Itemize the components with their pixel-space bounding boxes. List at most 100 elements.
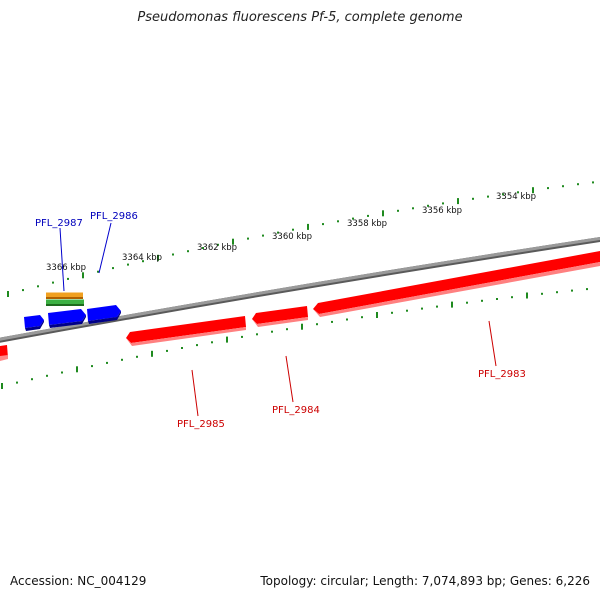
outer-ruler-minor-tick	[22, 289, 24, 292]
inner-ruler-minor-tick	[406, 309, 408, 312]
inner-ruler-major-tick	[151, 350, 153, 357]
gene-pfl-2984[interactable]	[252, 306, 308, 324]
leader-pfl-2985	[191, 369, 199, 417]
gene-pfl-2986[interactable]	[87, 305, 121, 321]
outer-ruler-minor-tick	[502, 193, 504, 196]
outer-ruler-minor-tick	[577, 183, 579, 186]
outer-ruler-minor-tick	[517, 191, 519, 194]
inner-ruler-ticks	[1, 288, 588, 389]
leader-pfl-2986	[98, 222, 112, 274]
inner-ruler-minor-tick	[556, 291, 558, 294]
outer-ruler-minor-tick	[142, 260, 144, 263]
gene-pfl-2983-shade	[313, 262, 600, 317]
gene-pfl-2985-shade	[126, 327, 246, 346]
inner-ruler-major-tick	[1, 383, 3, 389]
gene-pfl-2983[interactable]	[313, 251, 600, 314]
inner-ruler-minor-tick	[331, 320, 333, 323]
inner-ruler-minor-tick	[136, 355, 138, 358]
label-leaders	[59, 222, 497, 417]
inner-ruler-minor-tick	[106, 361, 108, 364]
gene-pfl-2988-shade	[25, 320, 44, 331]
label-pfl-2986[interactable]: PFL_2986	[90, 211, 138, 222]
inner-ruler-minor-tick	[196, 344, 198, 347]
inner-ruler-minor-tick	[181, 347, 183, 349]
inner-ruler-minor-tick	[571, 289, 573, 292]
inner-ruler-minor-tick	[241, 335, 243, 338]
outer-ruler-minor-tick	[442, 202, 444, 205]
outer-ruler-major-tick	[157, 254, 159, 261]
inner-ruler-major-tick	[76, 366, 78, 373]
label-pfl-2983[interactable]: PFL_2983	[478, 369, 526, 380]
outer-ruler-minor-tick	[202, 247, 204, 249]
outer-ruler-minor-tick	[37, 285, 39, 288]
inner-ruler-minor-tick	[511, 296, 513, 299]
inner-ruler-minor-tick	[121, 358, 123, 361]
inner-ruler-major-tick	[376, 312, 378, 318]
accession-text: Accession: NC_004129	[10, 574, 147, 588]
gene-pfl-2989-shade	[0, 355, 8, 361]
outer-ruler-major-tick	[457, 198, 459, 205]
outer-ruler-minor-tick	[427, 204, 429, 207]
inner-ruler-minor-tick	[421, 307, 423, 310]
inner-ruler-major-tick	[526, 292, 528, 299]
outer-ruler-minor-tick	[292, 228, 294, 231]
ruler-label-3360: 3360 kbp	[272, 232, 312, 242]
outer-ruler-minor-tick	[187, 250, 189, 253]
genome-backbone	[0, 237, 600, 341]
outer-ruler-minor-tick	[247, 237, 249, 240]
outer-ruler-minor-tick	[397, 209, 399, 212]
reverse-genes	[0, 251, 600, 361]
gene-pfl-2988[interactable]	[24, 315, 44, 328]
outer-ruler-minor-tick	[352, 217, 354, 220]
outer-ruler-minor-tick	[592, 181, 594, 184]
gene-pfl-2987-shade	[49, 315, 86, 328]
forward-genes	[24, 305, 121, 331]
gene-pfl-2985[interactable]	[126, 316, 246, 343]
outer-ruler-major-tick	[232, 238, 234, 245]
gene-pfl-2986-shade	[88, 311, 121, 324]
ruler-labels: 3366 kbp 3364 kbp 3362 kbp 3360 kbp 3358…	[46, 192, 536, 273]
outer-ruler-minor-tick	[547, 187, 549, 190]
inner-ruler-minor-tick	[166, 349, 168, 352]
ruler-label-3366: 3366 kbp	[46, 263, 86, 273]
map-title: Pseudomonas fluorescens Pf-5, complete g…	[137, 10, 463, 25]
inner-ruler-minor-tick	[16, 381, 18, 384]
outer-ruler-minor-tick	[487, 195, 489, 198]
outer-ruler-minor-tick	[277, 231, 279, 234]
inner-ruler-minor-tick	[361, 316, 363, 319]
outer-ruler-ticks	[7, 181, 594, 297]
inner-ruler-major-tick	[226, 336, 228, 343]
outer-ruler-minor-tick	[472, 197, 474, 200]
outer-ruler-minor-tick	[112, 267, 114, 270]
outer-ruler-minor-tick	[67, 277, 69, 280]
outer-ruler-minor-tick	[127, 263, 129, 266]
outer-ruler-major-tick	[382, 210, 384, 217]
gene-pfl-2987[interactable]	[48, 309, 86, 325]
feature-bar-orange[interactable]	[46, 292, 83, 298]
outer-ruler-minor-tick	[337, 220, 339, 223]
leader-pfl-2984	[285, 355, 294, 403]
ruler-label-3354: 3354 kbp	[496, 192, 536, 202]
feature-bar-green[interactable]	[46, 299, 84, 305]
inner-ruler-minor-tick	[256, 333, 258, 336]
outer-ruler-minor-tick	[322, 223, 324, 226]
gene-labels: PFL_2987 PFL_2986 PFL_2985 PFL_2984 PFL_…	[35, 211, 526, 430]
genome-info-text: Topology: circular; Length: 7,074,893 bp…	[260, 574, 590, 588]
inner-ruler-minor-tick	[271, 330, 273, 333]
inner-ruler-minor-tick	[391, 311, 393, 314]
outer-ruler-minor-tick	[52, 281, 54, 284]
outer-ruler-minor-tick	[97, 270, 99, 273]
label-pfl-2985[interactable]: PFL_2985	[177, 419, 225, 430]
label-pfl-2984[interactable]: PFL_2984	[272, 405, 320, 416]
inner-ruler-minor-tick	[586, 288, 588, 291]
leader-pfl-2983	[488, 320, 497, 367]
outer-ruler-minor-tick	[367, 214, 369, 217]
inner-ruler-minor-tick	[91, 365, 93, 368]
inner-ruler-minor-tick	[286, 328, 288, 331]
inner-ruler-major-tick	[301, 323, 303, 330]
feature-bar-green-edge	[46, 304, 84, 306]
label-pfl-2987[interactable]: PFL_2987	[35, 218, 83, 229]
ruler-label-3358: 3358 kbp	[347, 219, 387, 229]
